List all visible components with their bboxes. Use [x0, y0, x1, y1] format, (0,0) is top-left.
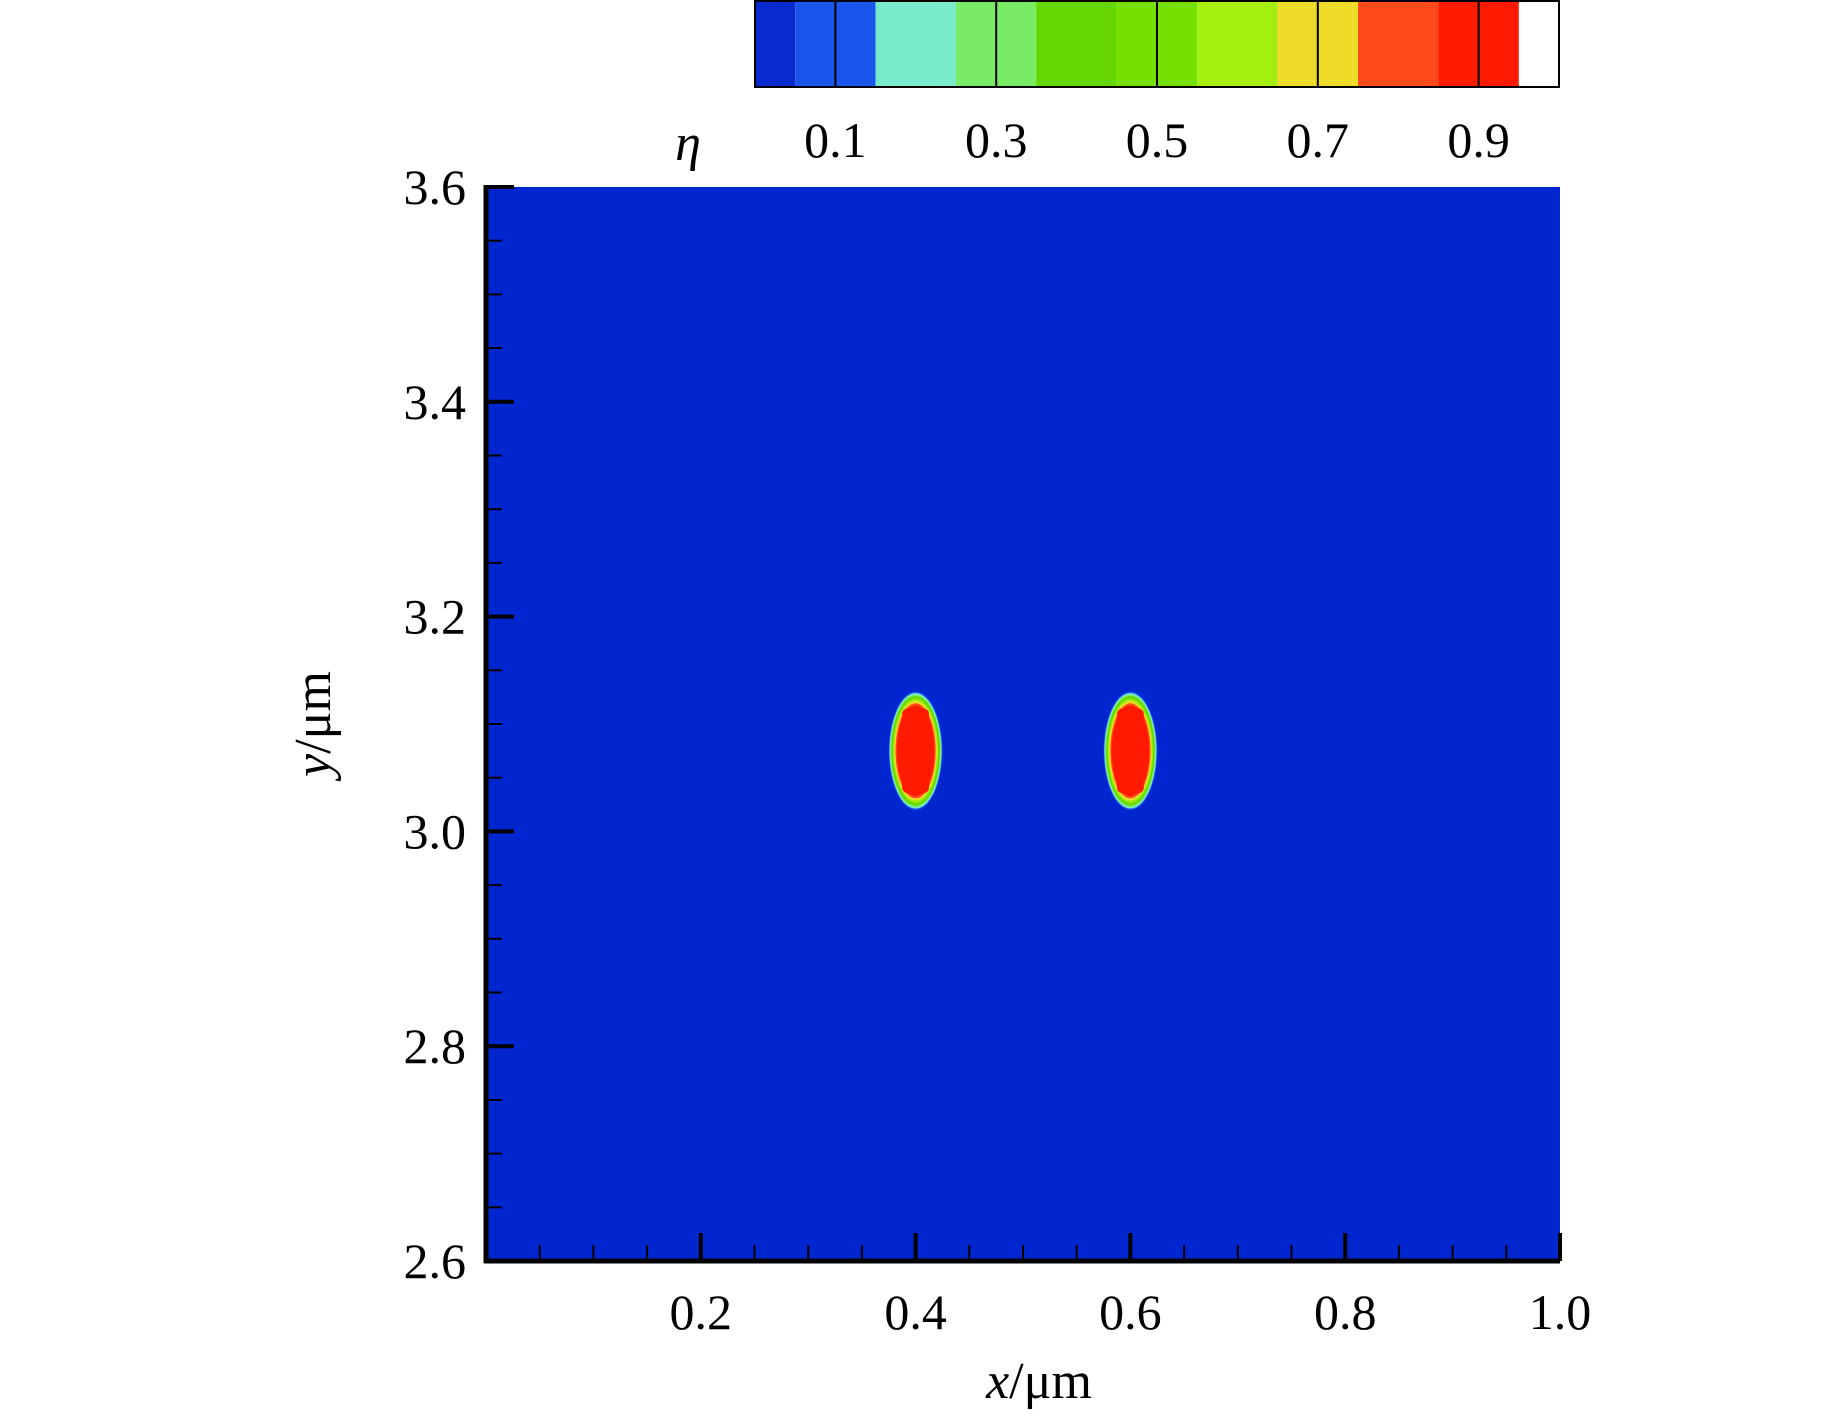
y-tick-label: 3.0: [404, 803, 467, 859]
particle-left-core: [902, 708, 930, 794]
colorbar-swatch: [755, 0, 796, 87]
particle-right-core: [1116, 708, 1144, 794]
colorbar-label: η: [675, 115, 701, 172]
x-tick-label: 0.2: [670, 1284, 733, 1340]
plot-area: [486, 187, 1560, 1261]
colorbar-tick-label: 0.3: [965, 112, 1028, 168]
colorbar-tick-label: 0.9: [1447, 112, 1510, 168]
x-tick-label: 0.8: [1314, 1284, 1377, 1340]
x-tick-label: 0.4: [884, 1284, 947, 1340]
colorbar-swatch: [1036, 0, 1117, 87]
y-tick-label: 3.6: [404, 159, 467, 215]
axes: 2.6 2.8 3.0 3.2 3.4 3.6 0.2 0.4 0.6 0.8 1.0: [404, 159, 1592, 1340]
x-tick-label: 1.0: [1529, 1284, 1592, 1340]
colorbar-swatch: [1358, 0, 1439, 87]
colorbar-tick-label: 0.1: [804, 112, 867, 168]
colorbar-tick-label: 0.5: [1126, 112, 1189, 168]
particle-left: [888, 691, 943, 810]
colorbar: 0.1 0.3 0.5 0.7 0.9: [754, 0, 1560, 168]
particle-right: [1103, 691, 1158, 810]
y-axis-title: y/μm: [285, 671, 342, 782]
y-tick-label: 2.6: [404, 1233, 467, 1289]
contour-features: [888, 691, 1158, 810]
colorbar-tick-label: 0.7: [1287, 112, 1350, 168]
y-tick-label: 2.8: [404, 1018, 467, 1074]
colorbar-swatch: [875, 0, 956, 87]
x-axis-title: x/μm: [985, 1353, 1092, 1410]
x-tick-label: 0.6: [1099, 1284, 1162, 1340]
y-tick-label: 3.4: [404, 374, 467, 430]
colorbar-swatch: [1197, 0, 1278, 87]
y-tick-label: 3.2: [404, 589, 467, 645]
